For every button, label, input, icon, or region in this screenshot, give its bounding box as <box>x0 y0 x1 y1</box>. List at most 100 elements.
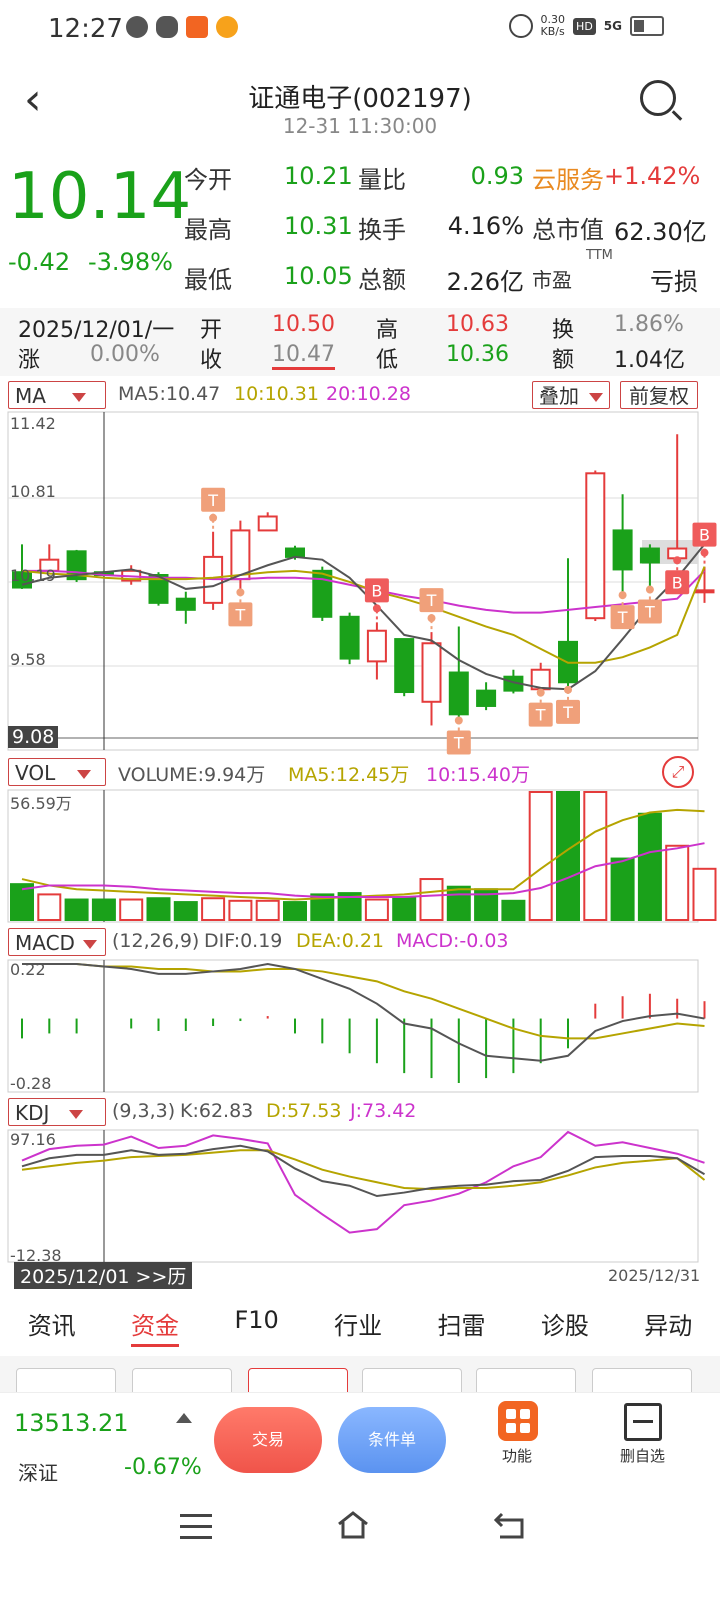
system-nav <box>0 1500 720 1600</box>
quote-label: 最高 <box>184 216 232 244</box>
day-low: 10.36 <box>446 342 509 367</box>
ma10-line <box>21 566 706 664</box>
candle-body <box>339 615 360 660</box>
macd-selector[interactable]: MACD <box>8 928 106 956</box>
signal-label: T <box>453 733 464 752</box>
sector-name[interactable]: 云服务 <box>532 166 604 194</box>
signal-dot <box>236 588 245 597</box>
tab-3[interactable]: 行业 <box>334 1312 383 1340</box>
function-label[interactable]: 功能 <box>502 1447 533 1465</box>
k-label: K:62.83 <box>180 1100 254 1122</box>
volume-bar <box>637 812 662 922</box>
day-high: 10.63 <box>446 312 509 337</box>
signal-dot <box>427 614 436 623</box>
day-label: 收 <box>200 348 223 373</box>
search-icon[interactable] <box>640 80 676 116</box>
index-change: -0.67% <box>124 1455 202 1480</box>
signal-label: B <box>672 573 683 592</box>
back-nav-icon[interactable] <box>493 1510 526 1540</box>
price-change-pct: -3.98% <box>88 248 173 276</box>
dif-line <box>22 962 705 1062</box>
volume-bar <box>419 878 444 922</box>
dea-label: DEA:0.21 <box>296 930 385 952</box>
subtab[interactable] <box>592 1368 692 1392</box>
vol-ma10-label: 10:15.40万 <box>426 764 530 786</box>
ma-selector[interactable]: MA <box>8 381 106 409</box>
history-date-button[interactable]: 2025/12/01 >>历 <box>14 1262 193 1289</box>
tab-0[interactable]: 资讯 <box>27 1312 76 1340</box>
tab-4[interactable]: 扫雷 <box>437 1312 486 1340</box>
day-label: 额 <box>552 348 575 373</box>
trade-button[interactable]: 交易 <box>214 1407 322 1473</box>
signal-label: T <box>207 491 218 510</box>
volume-bar <box>64 898 89 921</box>
signal-label: B <box>699 526 710 545</box>
condition-order-button[interactable]: 条件单 <box>338 1407 446 1473</box>
sector-change[interactable]: +1.42% <box>604 162 701 190</box>
subtab-active[interactable] <box>248 1368 348 1392</box>
signal-dot <box>209 513 218 522</box>
detail-tabs: 资讯 资金 F10 行业 扫雷 诊股 异动 <box>0 1300 720 1350</box>
quote-label: 量比 <box>358 166 406 194</box>
dif-label: DIF:0.19 <box>204 930 283 952</box>
quote-value: 亏损 <box>650 268 698 296</box>
ma5-line <box>21 543 706 691</box>
subtab[interactable] <box>476 1368 576 1392</box>
volume-bar <box>528 791 553 921</box>
macd-params: (12,26,9) <box>112 930 200 952</box>
expand-icon[interactable]: ⤢ <box>662 756 694 788</box>
ttm-label: TTM <box>586 248 613 263</box>
day-close: 10.47 <box>272 342 335 370</box>
d-line <box>21 1149 706 1191</box>
subtab[interactable] <box>362 1368 462 1392</box>
vol-selector[interactable]: VOL <box>8 758 106 786</box>
quote-value: 10.21 <box>284 162 353 190</box>
low-price-marker: 9.08 <box>8 726 59 748</box>
vol-ma10-line <box>21 842 705 898</box>
candle-body <box>175 597 196 611</box>
day-info-band: 2025/12/01/一 开 10.50 高 10.63 换 1.86% 涨 0… <box>0 308 720 376</box>
subtab[interactable] <box>16 1368 116 1392</box>
volume-bar <box>255 899 280 921</box>
signal-badge <box>201 487 226 512</box>
index-value[interactable]: 13513.21 <box>14 1409 129 1437</box>
tab-2[interactable]: F10 <box>234 1306 279 1334</box>
volume-bar <box>283 901 307 921</box>
subtab[interactable] <box>132 1368 232 1392</box>
volume-bar <box>10 883 34 922</box>
quote-value: 4.16% <box>447 212 524 240</box>
day-amount: 1.04亿 <box>614 348 685 373</box>
overlay-selector[interactable]: 叠加 <box>532 381 610 409</box>
tab-5[interactable]: 诊股 <box>540 1312 589 1340</box>
back-icon[interactable]: ‹ <box>24 74 42 125</box>
day-label: 高 <box>376 318 399 343</box>
end-date-label: 2025/12/31 <box>608 1266 701 1285</box>
signal-icon: 5G <box>603 19 622 33</box>
candle-body <box>421 642 442 703</box>
macd-panel-frame <box>7 959 699 1093</box>
kdj-top-label: 97.16 <box>10 1130 56 1149</box>
candle-body <box>448 671 469 716</box>
app-notify-icon <box>186 16 208 38</box>
alarm-icon <box>508 14 533 38</box>
quote-grid: 今开 10.21 量比 0.93 云服务 +1.42% 最高 10.31 换手 … <box>184 160 714 300</box>
remove-favorite-icon[interactable] <box>624 1403 662 1441</box>
day-open: 10.50 <box>272 312 335 337</box>
remove-favorite-label[interactable]: 删自选 <box>620 1447 666 1465</box>
signal-dot <box>618 591 627 600</box>
tab-1[interactable]: 资金 <box>131 1300 180 1347</box>
signal-badge <box>610 605 635 630</box>
quote-label: 换手 <box>358 216 406 244</box>
home-icon[interactable] <box>336 1510 370 1540</box>
adjust-button[interactable]: 前复权 <box>620 381 698 409</box>
y-axis-label: 11.42 <box>10 414 56 433</box>
tab-6[interactable]: 异动 <box>644 1312 693 1340</box>
price-change: -0.42 <box>8 248 71 276</box>
status-time: 12:27 <box>48 14 123 44</box>
app-notify-icon-2 <box>216 16 238 38</box>
function-icon[interactable] <box>498 1401 538 1441</box>
expand-up-icon[interactable] <box>176 1413 192 1423</box>
menu-icon[interactable] <box>180 1514 212 1539</box>
kdj-selector[interactable]: KDJ <box>8 1098 106 1126</box>
